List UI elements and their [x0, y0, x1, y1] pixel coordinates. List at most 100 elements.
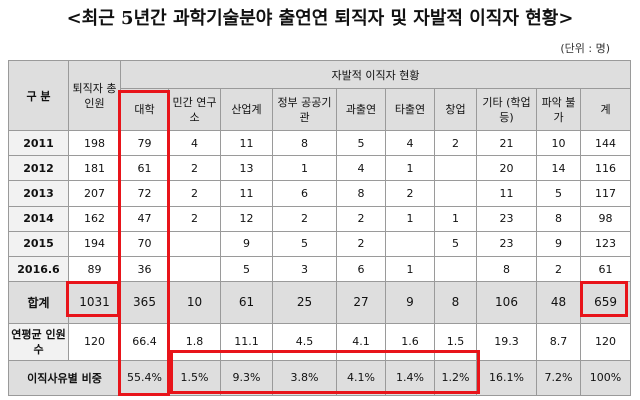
average-label-text: 연평균 인원수: [11, 327, 66, 356]
header-retirees-total-label: 퇴직자 총인원: [72, 81, 117, 110]
ratio-cell: 1.2%: [434, 359, 477, 397]
header-category: 구 분: [8, 59, 69, 132]
ratio-row: 이직사유별 비중 55.4% 1.5% 9.3% 3.8% 4.1% 1.4% …: [8, 359, 632, 397]
year-cell: [168, 255, 221, 283]
total-row: 합계 1031 365 10 61 25 27 9 8 106 48 659: [8, 281, 632, 324]
year-cell: 11: [220, 130, 273, 157]
year-cell: 5: [536, 180, 581, 207]
ratio-cell: 100%: [579, 359, 632, 397]
header-col-label: 정부 공공기관: [277, 95, 332, 124]
year-cell: 11: [476, 180, 537, 207]
year-label: 2014: [8, 205, 69, 232]
average-cell: 120: [68, 322, 121, 361]
ratio-cell: 16.1%: [476, 359, 537, 397]
header-col: 정부 공공기관: [272, 88, 337, 132]
year-cell: 23: [476, 205, 537, 232]
year-cell: 70: [120, 230, 169, 257]
year-cell: 4: [385, 130, 435, 157]
year-cell: 98: [579, 205, 632, 232]
year-cell: 9: [220, 230, 273, 257]
year-cell: [168, 230, 221, 257]
total-cell: 1031: [68, 281, 121, 324]
year-row: 2013 207 72 2 11 6 8 2 11 5 117: [8, 180, 632, 207]
year-cell: [434, 255, 477, 283]
year-row: 2015 194 70 9 5 2 5 23 9 123: [8, 230, 632, 257]
year-cell: 8: [336, 180, 386, 207]
year-cell: 1: [385, 205, 435, 232]
ratio-cell: 7.2%: [536, 359, 581, 397]
header-col: 타출연: [385, 88, 435, 132]
year-cell: [385, 230, 435, 257]
average-cell: 19.3: [476, 322, 537, 361]
year-cell: 144: [579, 130, 632, 157]
total-cell: 27: [336, 281, 386, 324]
year-cell: 21: [476, 130, 537, 157]
year-cell: 1: [272, 155, 337, 182]
year-cell: 181: [68, 155, 121, 182]
year-label: 2013: [8, 180, 69, 207]
average-cell: 8.7: [536, 322, 581, 361]
year-cell: 5: [220, 255, 273, 283]
year-cell: 20: [476, 155, 537, 182]
year-cell: 8: [476, 255, 537, 283]
year-cell: 61: [120, 155, 169, 182]
year-cell: 198: [68, 130, 121, 157]
year-label: 2011: [8, 130, 69, 157]
year-cell: 2: [336, 205, 386, 232]
year-cell: 1: [385, 255, 435, 283]
year-row: 2014 162 47 2 12 2 2 1 1 23 8 98: [8, 205, 632, 232]
year-cell: 9: [536, 230, 581, 257]
year-cell: 5: [336, 130, 386, 157]
average-cell: 120: [579, 322, 632, 361]
average-cell: 1.5: [434, 322, 477, 361]
year-cell: 3: [272, 255, 337, 283]
average-cell: 4.5: [272, 322, 337, 361]
year-cell: 2: [385, 180, 435, 207]
year-cell: 2: [168, 205, 221, 232]
total-label: 합계: [8, 281, 69, 324]
ratio-cell: 3.8%: [272, 359, 337, 397]
year-cell: 4: [168, 130, 221, 157]
year-row: 2016.6 89 36 5 3 6 1 8 2 61: [8, 255, 632, 283]
year-cell: 10: [536, 130, 581, 157]
year-cell: 1: [385, 155, 435, 182]
total-cell: 659: [579, 281, 632, 324]
total-cell: 48: [536, 281, 581, 324]
year-cell: 5: [272, 230, 337, 257]
year-cell: 2: [272, 205, 337, 232]
ratio-cell: 1.4%: [385, 359, 435, 397]
header-retirees-total: 퇴직자 총인원: [68, 59, 121, 132]
year-cell: 8: [536, 205, 581, 232]
total-cell: 106: [476, 281, 537, 324]
year-cell: 117: [579, 180, 632, 207]
year-cell: 8: [272, 130, 337, 157]
year-cell: 1: [434, 205, 477, 232]
year-cell: 23: [476, 230, 537, 257]
header-col: 산업계: [220, 88, 273, 132]
header-col: 파악 불가: [536, 88, 581, 132]
year-cell: 194: [68, 230, 121, 257]
column-header-row: 대학 민간 연구소 산업계 정부 공공기관 과출연 타출연 창업 기타 (학업등…: [9, 88, 632, 132]
total-cell: 61: [220, 281, 273, 324]
total-cell: 8: [434, 281, 477, 324]
year-row: 2012 181 61 2 13 1 4 1 20 14 116: [8, 155, 632, 182]
header-col-label: 민간 연구소: [172, 95, 217, 124]
year-cell: 11: [220, 180, 273, 207]
year-cell: 6: [336, 255, 386, 283]
year-label: 2016.6: [8, 255, 69, 283]
year-cell: 2: [336, 230, 386, 257]
average-cell: 4.1: [336, 322, 386, 361]
total-cell: 365: [120, 281, 169, 324]
total-cell: 25: [272, 281, 337, 324]
year-cell: 116: [579, 155, 632, 182]
year-cell: 36: [120, 255, 169, 283]
year-row: 2011 198 79 4 11 8 5 4 2 21 10 144: [8, 130, 632, 157]
ratio-cell: 9.3%: [220, 359, 273, 397]
header-group: 자발적 이직자 현황: [119, 59, 632, 90]
ratio-cell: 1.5%: [168, 359, 221, 397]
header-col-label: 기타 (학업등): [482, 95, 531, 124]
year-cell: 2: [168, 180, 221, 207]
year-cell: 5: [434, 230, 477, 257]
year-cell: 2: [434, 130, 477, 157]
year-cell: 2: [536, 255, 581, 283]
